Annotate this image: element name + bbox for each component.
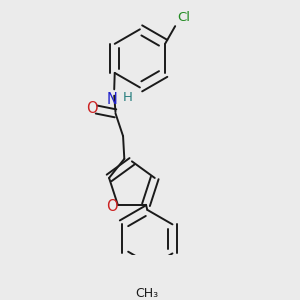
Text: O: O bbox=[106, 199, 117, 214]
Text: Cl: Cl bbox=[178, 11, 191, 24]
Text: CH₃: CH₃ bbox=[136, 287, 159, 300]
Text: O: O bbox=[86, 101, 98, 116]
Text: N: N bbox=[106, 92, 117, 107]
Text: H: H bbox=[123, 91, 133, 103]
